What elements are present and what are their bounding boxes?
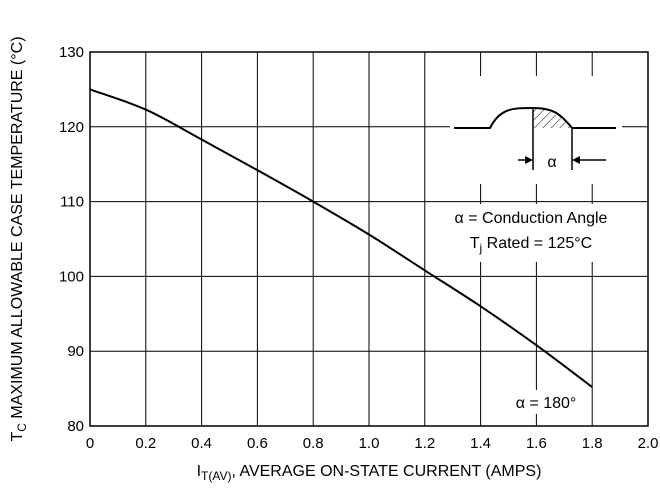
x-tick-label: 0.8 xyxy=(303,435,324,452)
x-tick-label: 0.4 xyxy=(191,435,212,452)
y-tick-label: 80 xyxy=(67,418,84,435)
angle-arrowhead-left xyxy=(525,156,533,164)
tj-rated-main: T xyxy=(470,235,480,252)
y-tick-label: 100 xyxy=(59,268,84,285)
y-tick-label: 120 xyxy=(59,119,84,136)
x-tick-label: 0.6 xyxy=(247,435,268,452)
x-tick-labels: 0 0.2 0.4 0.6 0.8 1.0 1.2 1.4 1.6 1.8 2.0 xyxy=(86,435,659,452)
angle-arrowhead-right xyxy=(572,156,580,164)
x-tick-label: 1.6 xyxy=(526,435,547,452)
x-tick-label: 1.8 xyxy=(582,435,603,452)
x-tick-label: 2.0 xyxy=(638,435,659,452)
x-axis-title-main: I xyxy=(197,463,201,480)
plot-frame xyxy=(89,51,649,427)
y-axis-title: TC MAXIMUM ALLOWABLE CASE TEMPERATURE (°… xyxy=(9,36,29,441)
x-axis-title-sub: T(AV) xyxy=(201,469,231,483)
y-axis-title-main: T xyxy=(9,432,26,442)
y-tick-label: 130 xyxy=(59,44,84,61)
x-tick-label: 1.4 xyxy=(470,435,491,452)
x-tick-label: 0.2 xyxy=(135,435,156,452)
series-line-alpha-180 xyxy=(89,88,593,388)
tj-rated-rest: Rated = 125°C xyxy=(482,235,592,252)
alpha-symbol: α xyxy=(547,154,556,171)
y-tick-label: 90 xyxy=(67,343,84,360)
x-axis-title: IT(AV), AVERAGE ON-STATE CURRENT (AMPS) xyxy=(197,463,542,483)
inset-background xyxy=(450,76,622,184)
series-label-background xyxy=(505,390,587,414)
x-axis-title-rest: , AVERAGE ON-STATE CURRENT (AMPS) xyxy=(231,463,541,480)
y-tick-label: 110 xyxy=(60,194,84,211)
tj-rated-sub: j xyxy=(479,241,483,255)
legend-background xyxy=(438,204,622,262)
y-tick-labels: 80 90 100 110 120 130 xyxy=(59,44,84,435)
x-tick-label: 0 xyxy=(86,435,94,452)
tj-rated-label: Tj Rated = 125°C xyxy=(470,235,592,255)
series-label-alpha-180: α = 180° xyxy=(516,395,577,412)
waveform-hatched-area xyxy=(533,108,572,128)
conduction-waveform-inset: α xyxy=(454,106,616,171)
x-tick-label: 1.0 xyxy=(359,435,380,452)
y-axis-title-rest: MAXIMUM ALLOWABLE CASE TEMPERATURE (°C) xyxy=(9,36,26,423)
x-tick-label: 1.2 xyxy=(414,435,435,452)
conduction-angle-label: α = Conduction Angle xyxy=(455,210,608,227)
y-axis-title-sub: C xyxy=(15,423,29,432)
